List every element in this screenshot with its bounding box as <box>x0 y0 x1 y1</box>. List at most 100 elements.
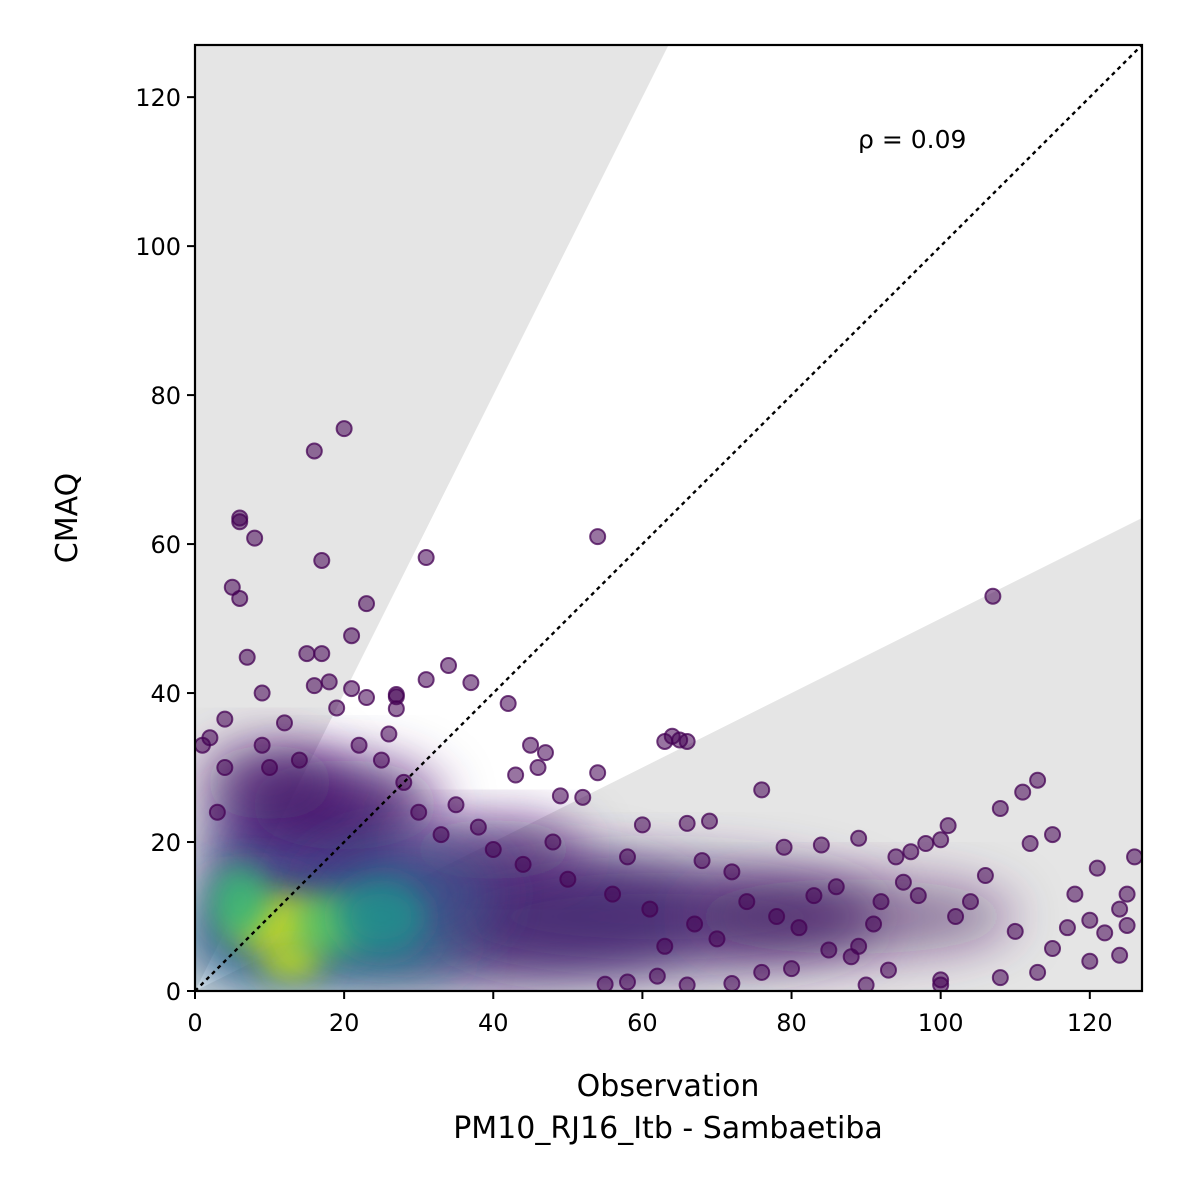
scatter-point <box>618 973 636 991</box>
scatter-point <box>738 893 756 911</box>
scatter-point <box>753 963 771 981</box>
scatter-point <box>589 764 607 782</box>
density-cloud-blob <box>687 879 1016 954</box>
y-tick-label: 80 <box>150 382 181 410</box>
scatter-point <box>618 848 636 866</box>
scatter-point <box>850 937 868 955</box>
y-axis-label: CMAQ <box>50 473 85 563</box>
scatter-point <box>1088 859 1106 877</box>
scatter-point <box>783 960 801 978</box>
y-tick-label: 20 <box>150 829 181 857</box>
scatter-point <box>574 788 592 806</box>
scatter-point <box>387 700 405 718</box>
scatter-point <box>238 648 256 666</box>
scatter-point <box>358 689 376 707</box>
density-core-blob <box>336 879 427 954</box>
y-tick-label: 100 <box>135 233 181 261</box>
x-tick-label: 20 <box>329 1009 360 1037</box>
scatter-point <box>246 529 264 547</box>
scatter-point <box>417 548 435 566</box>
scatter-point <box>551 787 569 805</box>
scatter-point <box>1044 940 1062 958</box>
scatter-point <box>976 867 994 885</box>
scatter-point <box>902 843 920 861</box>
scatter-point <box>1118 916 1136 934</box>
scatter-point <box>932 831 950 849</box>
scatter-point <box>939 817 957 835</box>
scatter-point <box>417 671 435 689</box>
scatter-point <box>335 420 353 438</box>
scatter-point <box>723 863 741 881</box>
scatter-point <box>894 873 912 891</box>
scatter-point <box>678 976 696 991</box>
x-axis-ticks: 0 20 40 60 80 100 120 <box>187 991 1113 1037</box>
scatter-point <box>850 829 868 847</box>
scatter-point <box>208 803 226 821</box>
scatter-point <box>633 816 651 834</box>
scatter-point <box>499 694 517 712</box>
scatter-point <box>790 919 808 937</box>
scatter-point <box>1126 848 1142 866</box>
scatter-point <box>216 759 234 777</box>
scatter-point <box>909 887 927 905</box>
scatter-point <box>917 835 935 853</box>
scatter-point <box>253 736 271 754</box>
scatter-point <box>984 587 1002 605</box>
scatter-point <box>1111 946 1129 964</box>
scatter-point <box>514 855 532 873</box>
density-core-blob <box>262 942 322 980</box>
x-tick-label: 100 <box>918 1009 964 1037</box>
scatter-point <box>1111 900 1129 918</box>
scatter-point <box>648 967 666 985</box>
scatter-point <box>1081 911 1099 929</box>
scatter-point <box>544 833 562 851</box>
scatter-point <box>947 908 965 926</box>
scatter-point <box>395 773 413 791</box>
scatter-point <box>1118 885 1136 903</box>
scatter-point <box>723 975 741 991</box>
y-tick-label: 60 <box>150 531 181 559</box>
scatter-point <box>604 885 622 903</box>
correlation-annotation: ρ = 0.09 <box>858 125 966 154</box>
identity-line <box>195 45 1142 991</box>
scatter-point <box>678 732 696 750</box>
scatter-point <box>1081 952 1099 970</box>
scatter-point <box>522 736 540 754</box>
scatter-point <box>529 759 547 777</box>
scatter-point <box>991 969 1009 987</box>
scatter-point <box>261 759 279 777</box>
scatter-point <box>1058 919 1076 937</box>
scatter-point <box>678 814 696 832</box>
scatter-point <box>641 900 659 918</box>
scatter-point <box>305 442 323 460</box>
scatter-point <box>372 751 390 769</box>
y-axis-ticks: 0 20 40 60 80 100 120 <box>135 84 195 1006</box>
y-tick-label: 0 <box>166 978 181 1006</box>
scatter-point <box>1006 922 1024 940</box>
scatter-point <box>805 887 823 905</box>
scatter-point <box>1014 783 1032 801</box>
scatter-point <box>343 627 361 645</box>
scatter-point <box>961 893 979 911</box>
scatter-point <box>343 680 361 698</box>
scatter-point <box>313 645 331 663</box>
scatter-point <box>656 937 674 955</box>
scatter-point <box>231 513 249 531</box>
scatter-point <box>812 836 830 854</box>
scatter-point <box>1096 924 1114 942</box>
y-tick-label: 120 <box>135 84 181 112</box>
scatter-point <box>887 848 905 866</box>
scatter-point <box>559 870 577 888</box>
x-tick-label: 120 <box>1067 1009 1113 1037</box>
scatter-point <box>536 744 554 762</box>
chart-subtitle: PM10_RJ16_Itb - Sambaetiba <box>453 1111 883 1146</box>
scatter-point <box>1029 771 1047 789</box>
scatter-point <box>507 766 525 784</box>
scatter-points <box>195 420 1142 991</box>
scatter-point <box>865 915 883 933</box>
scatter-point <box>447 796 465 814</box>
scatter-point <box>350 736 368 754</box>
scatter-point <box>298 645 316 663</box>
scatter-point <box>484 840 502 858</box>
